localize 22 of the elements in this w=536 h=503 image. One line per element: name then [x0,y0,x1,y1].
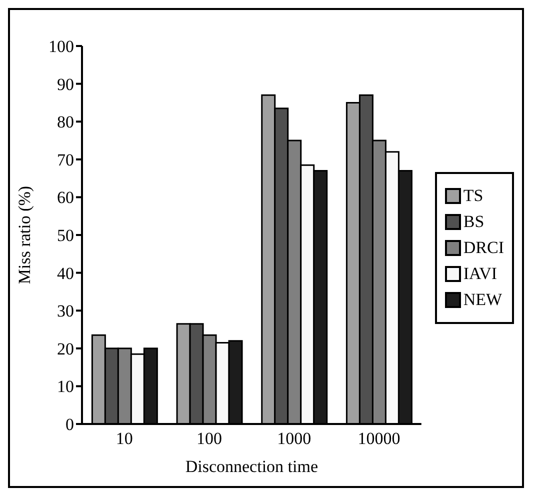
y-tick-label: 100 [48,37,74,56]
legend-label: NEW [463,290,502,310]
y-tick-label: 40 [57,264,74,283]
legend-label: IAVI [463,264,498,284]
y-tick-label: 70 [57,150,74,170]
y-tick-label: 80 [57,112,74,132]
y-tick-label: 30 [57,302,74,321]
legend-label: DRCI [463,238,504,258]
y-axis-title: Miss ratio (%) [15,186,34,284]
y-tick-label: 90 [57,74,74,94]
legend-label: BS [463,212,484,232]
y-tick-label: 10 [57,377,74,396]
x-axis-title: Disconnection time [185,457,318,476]
y-tick-label: 50 [57,226,74,246]
y-tick-label: 0 [66,415,74,434]
x-tick-label: 10 [116,429,133,448]
x-tick-label: 100 [196,429,222,448]
y-tick-label: 60 [57,188,74,208]
y-tick-label: 20 [57,339,74,358]
x-tick-label: 1000 [277,429,312,448]
legend-label: TS [463,186,484,206]
x-tick-label: 10000 [358,429,400,448]
